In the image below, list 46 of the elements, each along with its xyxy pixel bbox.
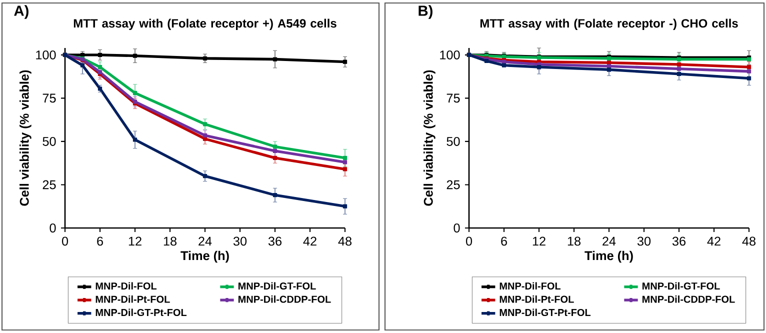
x-tick-label: 24 — [198, 236, 212, 246]
y-axis-title: Cell viability (% viable) — [20, 70, 32, 206]
x-tick-label: 6 — [501, 236, 507, 246]
y-tick-label: 0 — [454, 224, 460, 232]
x-tick-label: 30 — [637, 236, 651, 246]
x-tick-label: 18 — [164, 236, 177, 246]
x-tick-label: 0 — [466, 236, 472, 246]
legend-label: MNP-Dil-FOL — [96, 282, 157, 290]
legend-label: MNP-Dil-CDDP-FOL — [642, 295, 735, 303]
x-tick-label: 24 — [602, 236, 616, 246]
x-tick-label: 36 — [672, 236, 686, 246]
legend-label: MNP-Dil-GT-FOL — [238, 282, 316, 290]
legend-label: MNP-Dil-FOL — [500, 282, 561, 290]
y-tick-label: 75 — [446, 94, 460, 103]
legend-label: MNP-Dil-GT-Pt-FOL — [500, 308, 591, 316]
x-tick-label: 36 — [268, 236, 282, 246]
x-tick-label: 18 — [568, 236, 581, 246]
legend-label: MNP-Dil-GT-FOL — [642, 282, 720, 290]
x-tick-label: 12 — [128, 236, 142, 246]
x-tick-label: 30 — [233, 236, 247, 246]
y-tick-label: 50 — [42, 136, 56, 146]
x-tick-label: 48 — [742, 236, 756, 246]
x-tick-label: 0 — [62, 236, 68, 246]
text: B) — [418, 5, 432, 19]
y-tick-label: 50 — [446, 136, 460, 146]
x-axis-title: Time (h) — [180, 250, 229, 263]
y-tick-label: 100 — [36, 50, 56, 60]
x-axis-title: Time (h) — [584, 250, 633, 263]
x-tick-label: 48 — [338, 236, 352, 246]
chart-title: MTT assay with (Folate receptor +) A549 cells — [74, 18, 336, 30]
x-tick-label: 6 — [97, 236, 103, 246]
legend-label: MNP-Dil-Pt-FOL — [96, 295, 170, 303]
y-tick-label: 75 — [42, 94, 56, 103]
y-tick-label: 25 — [42, 180, 56, 190]
y-tick-label: 100 — [440, 50, 460, 60]
y-tick-label: 25 — [446, 180, 460, 190]
chart-title: MTT assay with (Folate receptor -) CHO cells — [480, 18, 738, 30]
x-tick-label: 42 — [707, 236, 720, 246]
y-axis-title: Cell viability (% viable) — [424, 70, 436, 206]
text: A) — [14, 5, 28, 19]
legend-label: MNP-Dil-GT-Pt-FOL — [96, 308, 187, 316]
x-tick-label: 12 — [532, 236, 546, 246]
x-tick-label: 42 — [303, 236, 316, 246]
legend-label: MNP-Dil-CDDP-FOL — [238, 295, 331, 303]
legend-label: MNP-Dil-Pt-FOL — [500, 295, 574, 303]
y-tick-label: 0 — [50, 224, 56, 232]
